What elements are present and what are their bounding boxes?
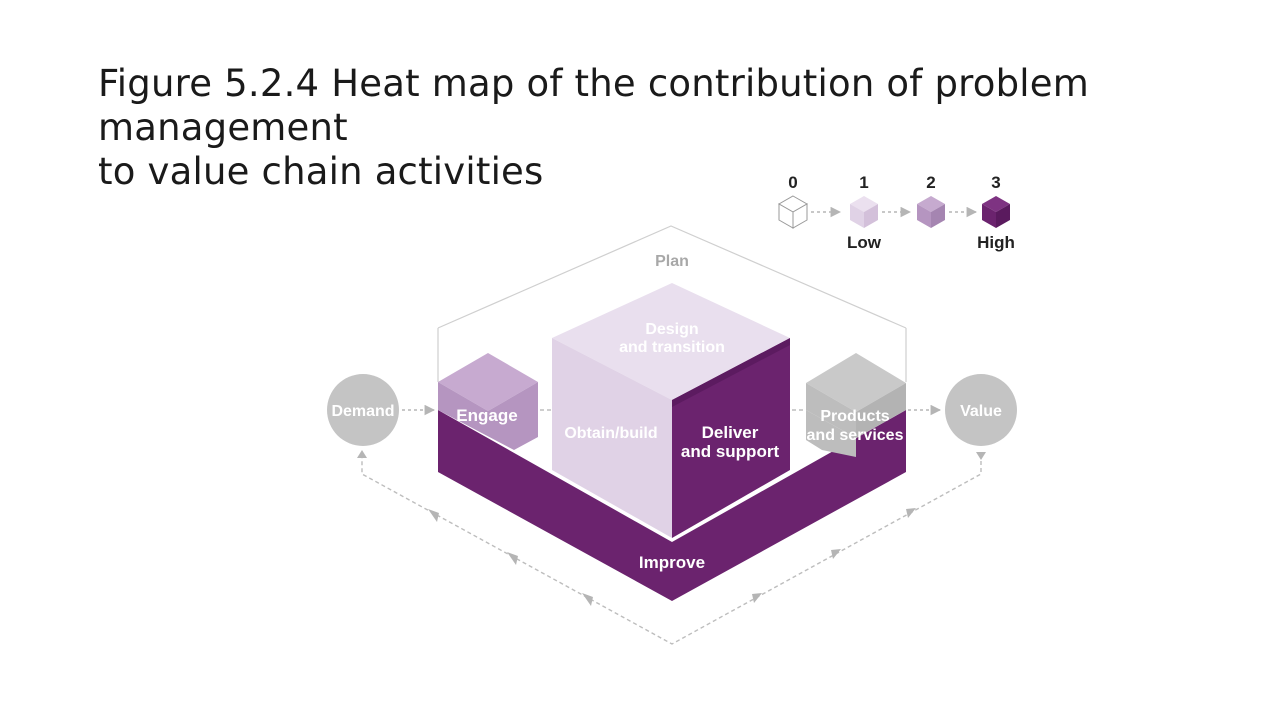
products-label-line1: Products [820, 408, 889, 425]
deliver-label-line2: and support [681, 442, 780, 461]
deliver-label-line1: Deliver [702, 423, 759, 442]
legend-value-2: 2 [926, 173, 935, 192]
engage-label: Engage [456, 406, 517, 425]
feedback-loop [357, 450, 986, 645]
design-label-line1: Design [645, 321, 698, 338]
obtain-label: Obtain/build [564, 425, 657, 442]
improve-label: Improve [639, 553, 705, 572]
value-node: Value [945, 374, 1017, 446]
legend-value-3: 3 [991, 173, 1000, 192]
legend-caption-high: High [977, 233, 1015, 252]
legend-value-1: 1 [859, 173, 868, 192]
title-line-2: to value chain activities [98, 150, 544, 193]
title-line-1: Figure 5.2.4 Heat map of the contributio… [98, 62, 1089, 149]
design-transition-face [552, 283, 790, 400]
legend-cube-2 [917, 196, 945, 228]
improve-block: Improve [438, 410, 906, 601]
plan-label: Plan [655, 253, 689, 270]
design-label-line2: and transition [619, 339, 725, 356]
central-cube: Design and transition Obtain/build Deliv… [552, 283, 790, 538]
slide-title: Figure 5.2.4 Heat map of the contributio… [98, 62, 1248, 194]
legend-cube-0 [777, 195, 809, 229]
products-label-line2: and services [807, 427, 904, 444]
engage-block: Engage [438, 353, 538, 450]
demand-label: Demand [331, 403, 394, 420]
obtain-build-face [552, 338, 672, 538]
legend-caption-low: Low [847, 233, 882, 252]
plan-block: Plan [437, 225, 907, 382]
value-label: Value [960, 403, 1002, 420]
legend-cube-1 [850, 196, 878, 228]
demand-node: Demand [327, 374, 399, 446]
heat-legend: 0 1 2 3 [777, 173, 1015, 252]
products-block: Products and services [806, 353, 906, 457]
legend-value-0: 0 [788, 173, 797, 192]
legend-cube-3 [982, 196, 1010, 228]
